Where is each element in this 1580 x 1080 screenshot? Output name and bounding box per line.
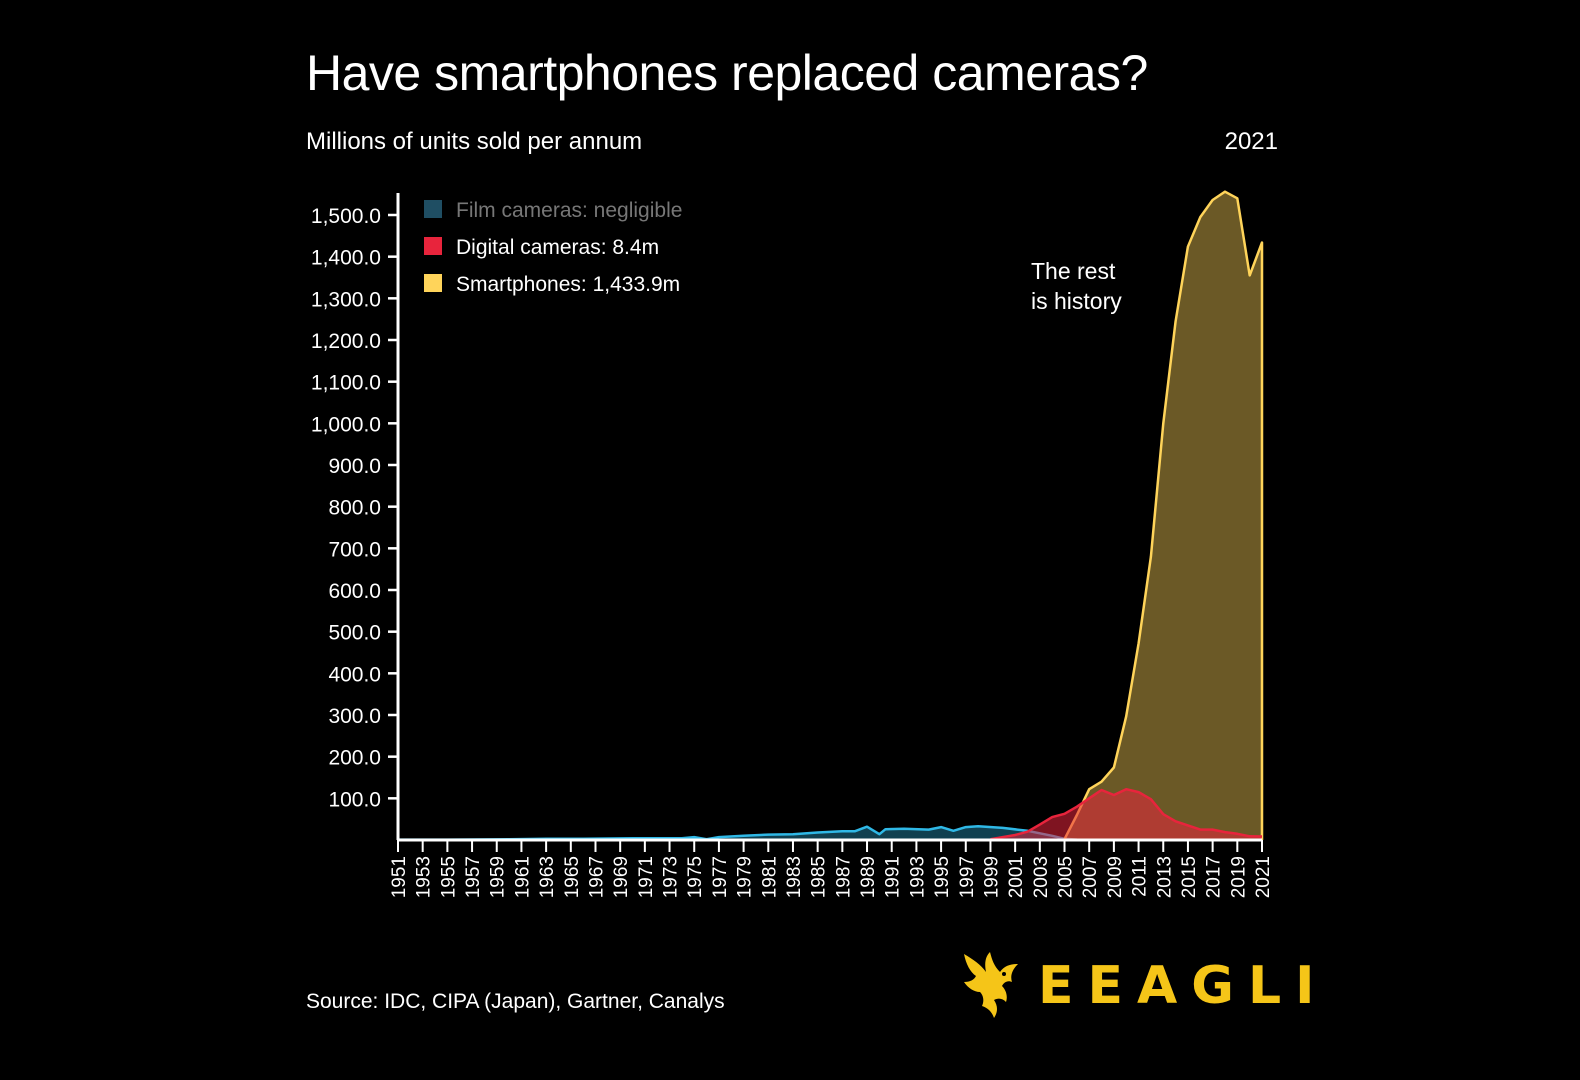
- x-tick-label: 2011: [1130, 856, 1151, 897]
- brand-logo: EEAGLI: [960, 950, 1314, 1022]
- x-tick-label: 1993: [907, 856, 928, 898]
- x-tick-label: 1975: [685, 856, 706, 898]
- chart-subtitle: Millions of units sold per annum: [306, 128, 643, 155]
- line-smartphones: [1063, 190, 1264, 840]
- x-tick-label: 1971: [636, 856, 657, 898]
- x-tick-label: 2017: [1204, 856, 1225, 898]
- legend-swatch-smartphones: [424, 274, 442, 292]
- x-tick-label: 2009: [1105, 856, 1126, 898]
- x-tick-label: 1991: [883, 856, 904, 898]
- y-tick-label: 1,200.0: [311, 330, 381, 353]
- y-tick-label: 200.0: [328, 747, 381, 770]
- y-tick-label: 1,100.0: [311, 372, 381, 395]
- chart-axes: 100.0 200.0 300.0 400.0 500.0 600.0 700.0 800.0…: [311, 193, 1274, 898]
- area-smartphones: [1064, 191, 1262, 840]
- x-tick-label: 1951: [389, 856, 410, 898]
- x-tick-label: 1983: [784, 856, 805, 898]
- chart-legend: Film cameras: negligible Digital cameras:…: [424, 199, 682, 296]
- legend-label-digital: Digital cameras: 8.4m: [456, 236, 659, 259]
- x-tick-label: 1985: [809, 856, 830, 898]
- y-tick-label: 600.0: [328, 580, 381, 603]
- x-tick-label: 1973: [661, 856, 682, 898]
- eagle-icon: [964, 952, 1018, 1018]
- y-tick-label: 300.0: [328, 705, 381, 728]
- x-tick-label: 1957: [463, 856, 484, 898]
- y-tick-label: 500.0: [328, 622, 381, 645]
- x-tick-label: 1963: [537, 856, 558, 898]
- area-digital: [990, 789, 1262, 840]
- x-tick-label: 1965: [562, 856, 583, 898]
- brand-name: EEAGLI: [1038, 956, 1329, 1016]
- legend-swatch-digital: [424, 237, 442, 255]
- y-tick-label: 400.0: [328, 663, 381, 686]
- x-tick-label: 2005: [1056, 856, 1077, 898]
- line-digital: [990, 787, 1263, 841]
- y-tick-label: 1,000.0: [311, 413, 381, 436]
- x-tick-label: 1987: [833, 856, 854, 898]
- chart-title: Have smartphones replaced cameras?: [306, 45, 1148, 101]
- x-tick-label: 1989: [858, 856, 879, 898]
- source-note: Source: IDC, CIPA (Japan), Gartner, Cana…: [306, 990, 725, 1013]
- y-tick-label: 1,300.0: [311, 288, 381, 311]
- line-film: [398, 825, 1077, 841]
- x-tick-label: 1953: [414, 856, 435, 898]
- x-tick-label: 1961: [512, 856, 533, 898]
- x-tick-label: 1997: [957, 856, 978, 898]
- y-tick-label: 1,400.0: [311, 247, 381, 270]
- legend-swatch-film: [424, 200, 442, 218]
- annotation-line-2: is history: [1031, 288, 1122, 314]
- current-year-label: 2021: [1224, 128, 1278, 155]
- x-tick-label: 1967: [586, 856, 607, 898]
- x-tick-label: 2019: [1228, 856, 1249, 898]
- y-tick-label: 1,500.0: [311, 205, 381, 228]
- x-tick-label: 1969: [611, 856, 632, 898]
- y-tick-label: 900.0: [328, 455, 381, 478]
- x-tick-label: 1979: [735, 856, 756, 898]
- x-tick-label: 2001: [1006, 856, 1027, 898]
- legend-label-smartphones: Smartphones: 1,433.9m: [456, 273, 680, 296]
- x-tick-label: 1955: [438, 856, 459, 898]
- annotation-line-1: The rest: [1031, 258, 1116, 284]
- y-tick-label: 800.0: [328, 497, 381, 520]
- chart-areas: [398, 190, 1264, 841]
- x-tick-label: 1981: [759, 856, 780, 898]
- x-tick-label: 1995: [932, 856, 953, 898]
- x-tick-label: 1977: [710, 856, 731, 898]
- area-film: [398, 826, 1077, 840]
- x-tick-label: 2021: [1253, 856, 1274, 898]
- x-tick-label: 2007: [1080, 856, 1101, 898]
- x-tick-label: 2013: [1154, 856, 1175, 898]
- x-tick-label: 1959: [488, 856, 509, 898]
- x-tick-label: 2015: [1179, 856, 1200, 898]
- x-tick-label: 1999: [981, 856, 1002, 898]
- legend-label-film: Film cameras: negligible: [456, 199, 682, 222]
- y-tick-label: 100.0: [328, 788, 381, 811]
- y-tick-label: 700.0: [328, 538, 381, 561]
- x-tick-label: 2003: [1031, 856, 1052, 898]
